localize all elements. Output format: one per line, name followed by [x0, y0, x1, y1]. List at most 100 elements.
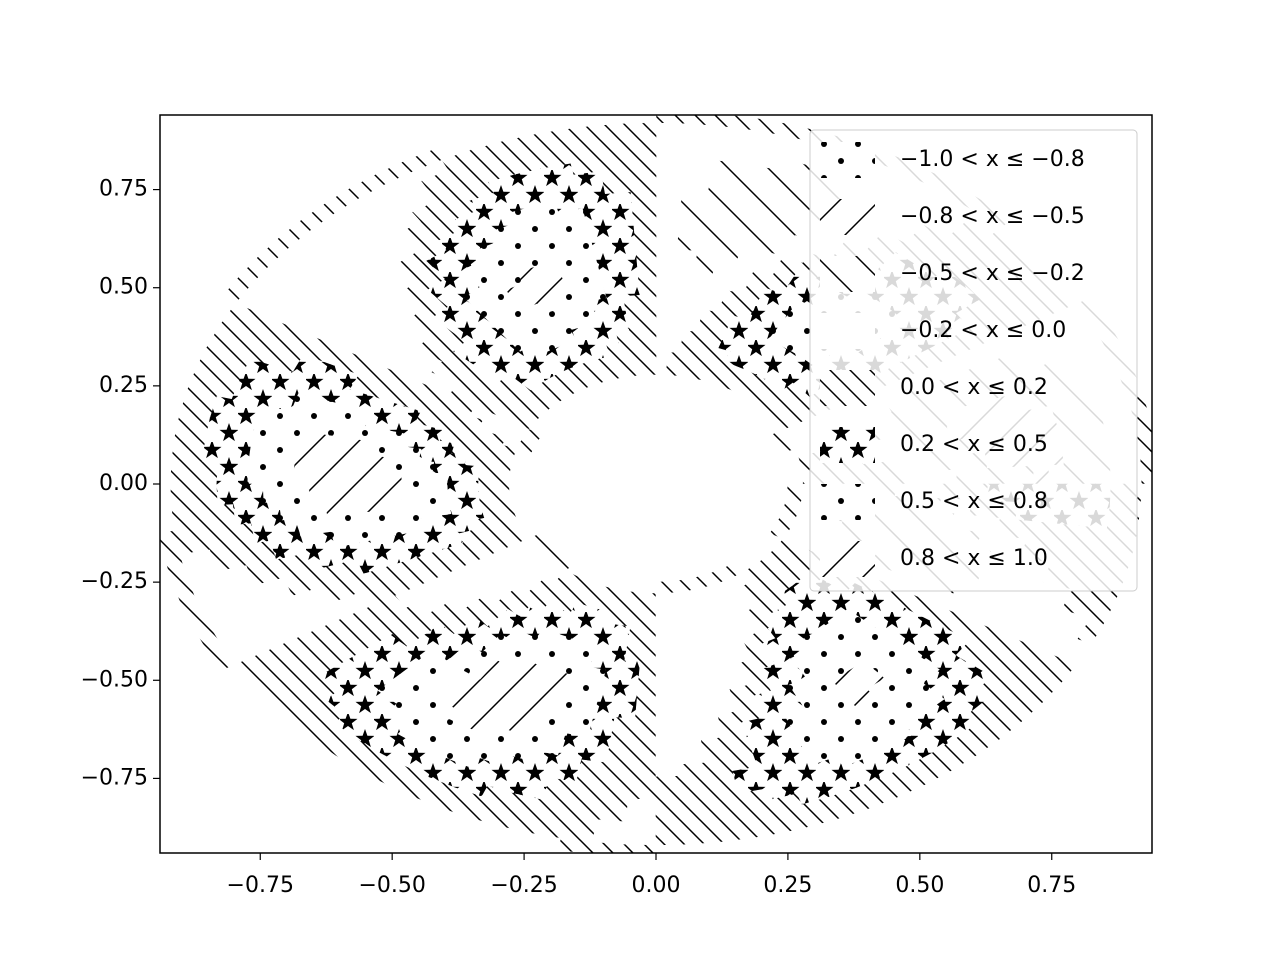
x-tick-label: 0.25	[763, 873, 812, 898]
contour-cell	[401, 458, 419, 473]
contour-cell	[632, 603, 646, 617]
contour-cell	[655, 707, 678, 720]
contour-cell	[400, 483, 418, 497]
x-tick-label: 0.50	[895, 873, 944, 898]
contour-cell	[369, 469, 387, 485]
contour-cell	[231, 463, 249, 485]
contour-cell	[628, 179, 657, 193]
contour-cell	[324, 499, 343, 517]
contour-cell	[293, 500, 312, 520]
y-tick-label: 0.50	[99, 275, 148, 300]
contour-cell	[626, 798, 657, 812]
contour-cell	[667, 340, 682, 353]
contour-cell	[614, 624, 632, 639]
contour-cell	[655, 661, 674, 675]
contour-cell	[631, 741, 657, 755]
contour-cell	[655, 248, 678, 261]
contour-cell	[216, 440, 236, 464]
contour-cell	[602, 180, 631, 195]
contour-cell	[655, 225, 680, 238]
contour-cell	[674, 694, 696, 708]
contour-cell	[1137, 507, 1152, 533]
contour-cell	[630, 752, 657, 766]
contour-cell	[655, 167, 685, 181]
legend-label: −0.5 < x ≤ −0.2	[900, 261, 1085, 286]
contour-cell	[655, 798, 686, 812]
contour-cell	[623, 115, 657, 124]
contour-cell	[624, 649, 642, 663]
contour-cell	[655, 202, 682, 216]
contour-cell	[463, 455, 482, 468]
contour-cell	[682, 168, 712, 183]
contour-cell	[262, 445, 282, 466]
contour-cell	[324, 451, 343, 469]
contour-cell	[216, 504, 236, 528]
contour-cell	[636, 580, 648, 594]
contour-cell	[431, 472, 448, 485]
contour-cell	[655, 282, 675, 296]
contour-cell	[787, 476, 804, 485]
contour-cell	[639, 650, 657, 663]
contour-cell	[670, 649, 688, 663]
contour-cell	[292, 465, 310, 485]
contour-cell	[614, 248, 637, 263]
y-tick-label: 0.00	[99, 471, 148, 496]
contour-cell	[278, 446, 297, 467]
contour-cell	[679, 751, 706, 766]
contour-cell	[416, 460, 435, 474]
contour-cell	[1140, 459, 1152, 485]
contour-cell	[508, 483, 525, 492]
contour-cell	[655, 604, 668, 617]
contour-cell	[628, 626, 644, 640]
contour-cell	[669, 317, 686, 331]
contour-cell	[385, 470, 402, 485]
contour-cell	[635, 695, 657, 709]
contour-cell	[655, 638, 672, 652]
contour-cell	[448, 453, 467, 466]
contour-cell	[671, 294, 690, 308]
contour-cell	[637, 282, 657, 296]
contour-cell	[557, 838, 593, 853]
contour-cell	[655, 730, 680, 743]
contour-cell	[247, 502, 267, 525]
contour-cell	[308, 483, 326, 502]
contour-cell	[200, 483, 218, 507]
contour-cell	[508, 476, 525, 485]
contour-cell	[681, 773, 710, 788]
contour-cell	[292, 483, 310, 503]
contour-cell	[462, 474, 479, 485]
contour-cell	[160, 435, 175, 461]
contour-cell	[590, 115, 625, 126]
contour-cell	[493, 467, 511, 478]
contour-cell	[664, 374, 676, 388]
contour-cell	[339, 468, 356, 485]
contour-cell	[309, 449, 328, 469]
contour-cell	[655, 821, 688, 835]
contour-cell	[629, 190, 657, 204]
contour-cell	[262, 464, 280, 485]
contour-cell	[278, 501, 297, 522]
contour-cell	[655, 787, 685, 801]
contour-cell	[641, 627, 657, 640]
contour-cell	[680, 191, 708, 206]
contour-cell	[277, 483, 295, 503]
contour-cell	[634, 592, 647, 606]
contour-cell	[355, 497, 373, 514]
contour-cell	[626, 317, 643, 331]
contour-cell	[655, 695, 677, 709]
contour-cell	[623, 832, 657, 846]
contour-cell	[631, 213, 657, 227]
contour-cell	[431, 483, 448, 496]
contour-cell	[160, 507, 175, 533]
contour-cell	[655, 764, 683, 778]
contour-cell	[606, 202, 633, 217]
contour-cell	[1137, 435, 1152, 461]
contour-cell	[477, 474, 495, 485]
legend-box	[809, 129, 1138, 592]
contour-cell	[682, 318, 701, 332]
x-tick-label: −0.25	[490, 873, 557, 898]
contour-cell	[623, 844, 657, 853]
contour-cell	[446, 483, 464, 495]
contour-cell	[355, 454, 373, 471]
